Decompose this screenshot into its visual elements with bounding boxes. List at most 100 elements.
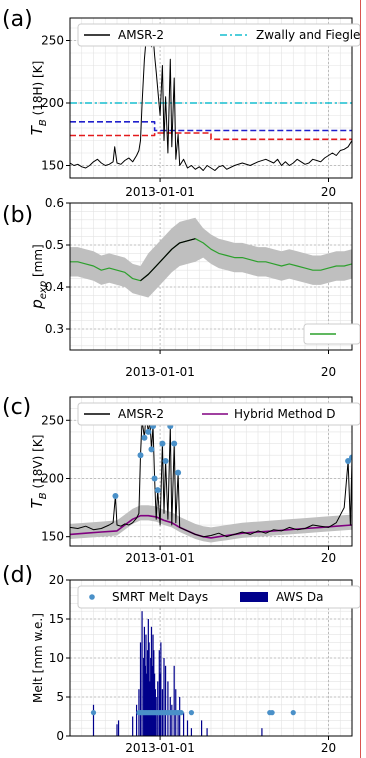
data-point [290, 710, 296, 716]
bar [158, 650, 160, 736]
bar [153, 650, 155, 736]
legend-swatch [89, 594, 95, 600]
bar [154, 673, 156, 736]
bar [146, 650, 149, 736]
data-point [349, 454, 352, 461]
bar [141, 611, 143, 736]
x-tick-label: 2013-01-01 [125, 365, 195, 379]
x-tick-label: 20 [321, 741, 336, 755]
bar [148, 642, 150, 736]
panel-c: (c) 150 200 250 2013-01-01 20 TB (18V) [K] AMSR… [2, 395, 361, 565]
bar [169, 697, 171, 736]
bar [186, 720, 189, 736]
y-axis-label: pexp [mm] [28, 244, 49, 310]
y-tick-label: 250 [41, 34, 64, 48]
bar [135, 704, 138, 736]
x-tick-label: 2013-01-01 [125, 551, 195, 565]
page-edge-line [360, 0, 361, 758]
y-tick-label: 10 [49, 651, 64, 665]
plot-area [70, 411, 352, 543]
bar [143, 658, 145, 736]
plot-area [90, 611, 296, 736]
panel-d: (d) 0 5 10 15 20 2013-01-01 20 Melt [mm w.e.] SMR… [2, 563, 361, 755]
x-tick-label: 20 [321, 551, 336, 565]
panel-label: (b) [2, 203, 33, 228]
bar [155, 697, 157, 736]
y-tick-label: 0.4 [45, 280, 64, 294]
legend-label: AMSR-2 [118, 407, 164, 421]
bar [139, 642, 142, 736]
legend-label: AMSR-2 [118, 28, 164, 42]
x-tick-label: 20 [321, 185, 336, 199]
data-point [345, 458, 352, 465]
bar [150, 658, 152, 736]
bar [117, 720, 120, 736]
bar [206, 728, 208, 736]
y-tick-label: 15 [49, 612, 64, 626]
bar [190, 728, 193, 736]
plot-area [70, 30, 352, 171]
bar [164, 665, 167, 736]
bar [151, 665, 153, 736]
data-point [137, 452, 144, 459]
data-point [188, 710, 195, 716]
axes-frame [69, 202, 353, 351]
bar [157, 681, 159, 736]
bar [201, 720, 203, 736]
series-green-line [70, 238, 352, 282]
uncertainty-band [70, 505, 352, 543]
panel-label: (c) [2, 395, 31, 420]
y-axis-label: TB (18V) [K] [28, 435, 49, 509]
legend-label: SMRT Melt Days [112, 590, 208, 604]
data-point [145, 428, 152, 435]
bar [152, 634, 154, 736]
x-tick-label: 2013-01-01 [125, 185, 195, 199]
axes-frame [69, 17, 353, 179]
bar [179, 697, 181, 736]
bar [167, 681, 169, 736]
y-axis-label: Melt [mm w.e.] [31, 613, 45, 703]
x-tick-label: 2013-01-01 [125, 741, 195, 755]
panel-label: (a) [2, 7, 33, 32]
axes-frame [69, 396, 353, 547]
y-tick-label: 0.5 [45, 238, 64, 252]
y-tick-label: 200 [41, 471, 64, 485]
data-point [269, 710, 275, 716]
bar [144, 665, 146, 736]
bar [143, 626, 146, 736]
panel-label: (d) [2, 563, 33, 588]
data-point [151, 475, 158, 482]
legend-label: Hybrid Method D [234, 407, 336, 421]
data-point [154, 487, 161, 494]
series-blue-dashed-line [70, 121, 352, 132]
series-red-dashed-line [70, 132, 352, 141]
bar [182, 712, 185, 736]
panel-b: (b) 0.3 0.4 0.5 0.6 2013-01-01 20 pexp [mm] [2, 196, 361, 379]
y-tick-label: 150 [41, 530, 64, 544]
legend-label: AWS Da [276, 590, 323, 604]
bar [159, 673, 161, 736]
bar [160, 642, 162, 736]
y-tick-label: 20 [49, 573, 64, 587]
panel-a: (a) 150 200 250 2013-01-01 20 TB (18H) [K] AMSR… [2, 7, 361, 199]
data-point [112, 492, 119, 499]
series-amsr2-line [70, 414, 352, 538]
data-point [159, 440, 166, 447]
plot-area [70, 217, 352, 298]
data-point [175, 469, 182, 476]
bar [173, 665, 175, 736]
data-point [178, 710, 184, 716]
bar [171, 704, 173, 736]
series-black-segment [140, 238, 196, 282]
legend-swatch [240, 592, 268, 602]
bar [145, 634, 147, 736]
x-tick-label: 20 [321, 365, 336, 379]
y-tick-label: 150 [41, 159, 64, 173]
legend-label: Zwally and Fiegle [256, 28, 360, 42]
bar [261, 728, 263, 736]
bar [146, 673, 148, 736]
y-tick-label: 0 [56, 729, 64, 743]
y-tick-label: 250 [41, 413, 64, 427]
bar [150, 626, 153, 736]
